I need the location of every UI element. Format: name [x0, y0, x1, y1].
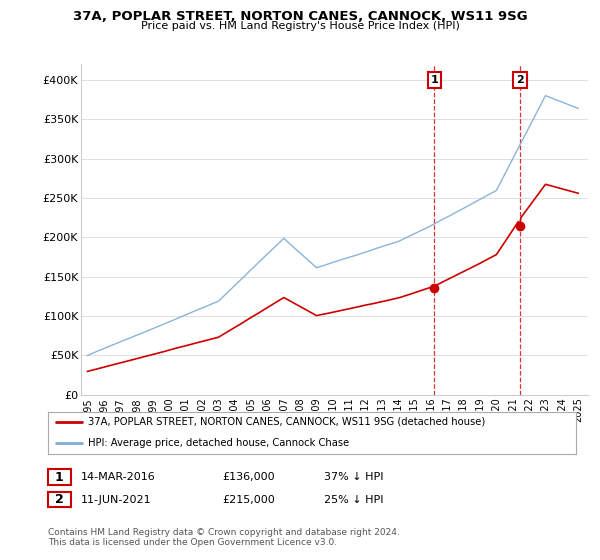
- Text: 37A, POPLAR STREET, NORTON CANES, CANNOCK, WS11 9SG (detached house): 37A, POPLAR STREET, NORTON CANES, CANNOC…: [88, 417, 485, 427]
- Text: 11-JUN-2021: 11-JUN-2021: [81, 494, 152, 505]
- Text: £136,000: £136,000: [222, 472, 275, 482]
- Text: 14-MAR-2016: 14-MAR-2016: [81, 472, 156, 482]
- Text: 37% ↓ HPI: 37% ↓ HPI: [324, 472, 383, 482]
- Text: Price paid vs. HM Land Registry's House Price Index (HPI): Price paid vs. HM Land Registry's House …: [140, 21, 460, 31]
- Text: 2: 2: [516, 75, 524, 85]
- Text: Contains HM Land Registry data © Crown copyright and database right 2024.
This d: Contains HM Land Registry data © Crown c…: [48, 528, 400, 547]
- Text: 1: 1: [55, 470, 64, 484]
- Text: 25% ↓ HPI: 25% ↓ HPI: [324, 494, 383, 505]
- Text: 2: 2: [55, 493, 64, 506]
- Text: HPI: Average price, detached house, Cannock Chase: HPI: Average price, detached house, Cann…: [88, 438, 349, 447]
- Text: 1: 1: [430, 75, 438, 85]
- Text: £215,000: £215,000: [222, 494, 275, 505]
- Text: 37A, POPLAR STREET, NORTON CANES, CANNOCK, WS11 9SG: 37A, POPLAR STREET, NORTON CANES, CANNOC…: [73, 10, 527, 22]
